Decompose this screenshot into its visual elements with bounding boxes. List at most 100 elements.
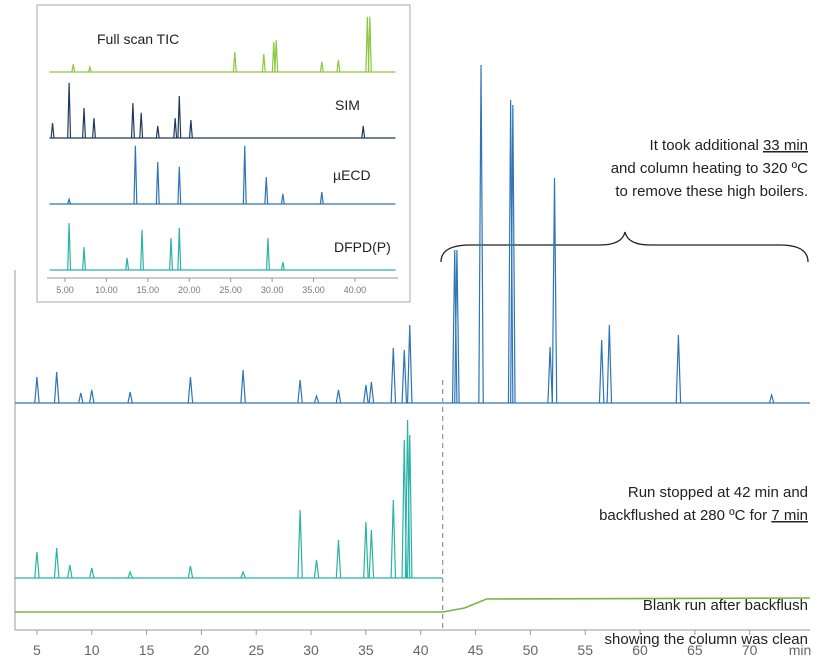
peak <box>264 176 269 205</box>
x-tick-label: 5 <box>33 642 41 658</box>
peak <box>265 238 270 271</box>
peak <box>67 564 73 579</box>
peak <box>551 177 558 404</box>
peak <box>67 82 72 139</box>
inset-x-tick-label: 5.00 <box>56 285 74 295</box>
peak <box>451 249 458 404</box>
x-tick-label: 40 <box>413 642 429 658</box>
peak <box>319 191 324 205</box>
peak <box>319 61 324 73</box>
peak <box>406 324 413 404</box>
peak <box>454 249 460 404</box>
peak <box>365 16 370 73</box>
x-tick-label: 50 <box>523 642 539 658</box>
inset-x-tick-label: 20.00 <box>178 285 201 295</box>
peak <box>598 339 605 404</box>
peak <box>363 384 369 404</box>
annotation: to remove these high boilers. <box>615 183 808 200</box>
peak <box>127 391 133 404</box>
peak <box>274 40 279 73</box>
x-tick-label: 70 <box>742 642 758 658</box>
peak <box>173 118 178 139</box>
peak <box>547 346 553 404</box>
inset-x-tick-label: 40.00 <box>344 285 367 295</box>
peak <box>67 197 72 205</box>
annotation-text: Run stopped at 42 min and <box>628 484 808 501</box>
series-label: SIM <box>335 97 360 113</box>
peak <box>50 122 55 139</box>
peak <box>155 161 160 205</box>
annotation: Run stopped at 42 min and <box>628 484 808 501</box>
annotation-text: It took additional <box>650 137 763 154</box>
annotation-text: to remove these high boilers. <box>615 183 808 200</box>
peak <box>675 334 682 404</box>
peak <box>139 112 144 139</box>
peak <box>232 52 237 73</box>
inset-frame <box>36 4 411 303</box>
x-tick-label: 25 <box>248 642 264 658</box>
trace <box>15 597 811 613</box>
peak <box>177 166 182 205</box>
peak <box>313 559 320 579</box>
series-label: DFPD(P) <box>334 239 391 255</box>
peak <box>261 53 266 73</box>
annotation-text: backflushed at 280 ºC for <box>599 507 771 524</box>
x-tick-label: 55 <box>577 642 593 658</box>
inset-x-tick-label: 10.00 <box>95 285 118 295</box>
peak <box>401 349 408 404</box>
peak <box>361 125 366 139</box>
peak <box>82 247 87 271</box>
peak <box>242 145 247 205</box>
peak <box>140 229 145 271</box>
peak <box>188 119 193 139</box>
peak <box>53 547 60 579</box>
peak <box>368 529 375 579</box>
peak <box>297 509 303 579</box>
peak <box>155 125 160 139</box>
inset-x-tick-label: 15.00 <box>137 285 160 295</box>
peak <box>606 324 613 404</box>
peak <box>406 434 413 579</box>
peak <box>507 99 514 404</box>
annotation: Blank run after backflush <box>643 597 808 614</box>
peak <box>87 65 92 73</box>
peak <box>187 565 194 579</box>
peak <box>363 521 369 579</box>
peak <box>335 539 342 579</box>
peak <box>34 551 40 579</box>
inset-x-tick-label: 25.00 <box>219 285 242 295</box>
peak <box>127 570 133 579</box>
annotation-text: 33 min <box>763 137 808 154</box>
inset-x-tick-label: 35.00 <box>302 285 325 295</box>
peak <box>280 193 285 205</box>
peak <box>133 145 138 205</box>
x-tick-label: 45 <box>468 642 484 658</box>
peak <box>88 389 95 404</box>
peak <box>240 369 246 404</box>
annotation: backflushed at 280 ºC for 7 min <box>599 507 808 524</box>
peak <box>169 238 174 271</box>
annotation-text: 7 min <box>771 507 808 524</box>
peak <box>91 118 96 139</box>
peak <box>768 392 775 404</box>
peak <box>336 59 341 73</box>
peak <box>404 419 411 579</box>
annotation-text: showing the column was clean <box>605 631 808 648</box>
peak <box>390 499 397 579</box>
peak <box>34 376 40 404</box>
annotation: showing the column was clean <box>605 631 808 648</box>
peak <box>130 103 135 139</box>
annotation: and column heating to 320 ºC <box>611 160 808 177</box>
brace <box>440 231 809 263</box>
peak <box>390 347 397 404</box>
x-tick-label: 30 <box>303 642 319 658</box>
x-tick-label: 35 <box>358 642 374 658</box>
x-axis-label: min <box>789 642 812 658</box>
peak <box>82 107 87 139</box>
peak <box>367 16 372 73</box>
peak <box>67 223 72 271</box>
peak <box>313 393 320 404</box>
x-tick-label: 20 <box>194 642 210 658</box>
inset-x-tick-label: 30.00 <box>261 285 284 295</box>
